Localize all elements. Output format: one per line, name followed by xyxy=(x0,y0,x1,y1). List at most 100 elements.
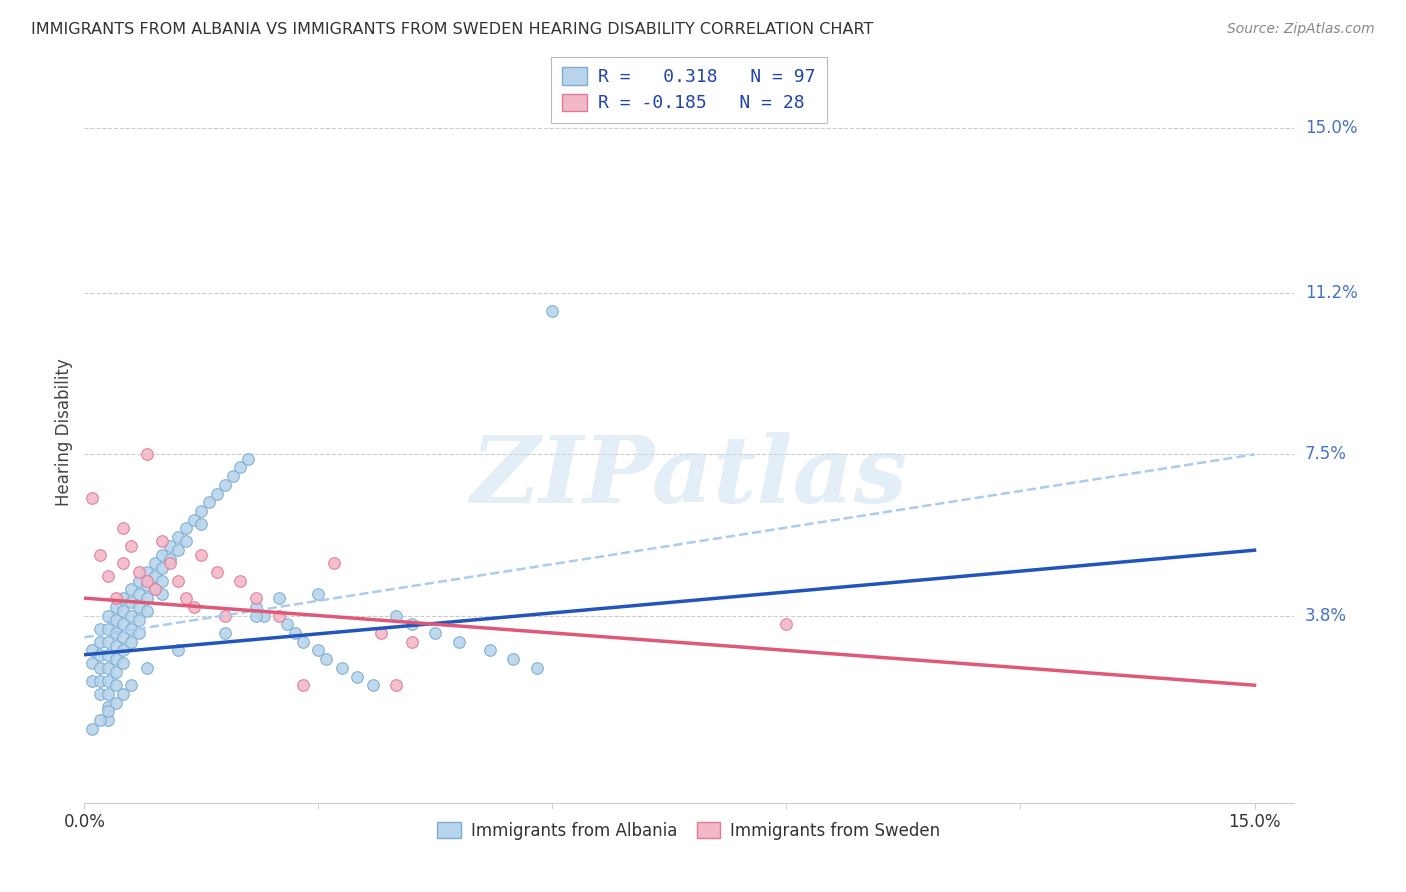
Point xyxy=(89,661,111,675)
Point xyxy=(174,521,197,535)
Point xyxy=(361,678,384,692)
Point xyxy=(135,661,157,675)
Point xyxy=(89,548,111,562)
Text: ZIPatlas: ZIPatlas xyxy=(471,432,907,522)
Point xyxy=(89,622,111,636)
Point xyxy=(82,491,104,505)
Point xyxy=(112,657,135,671)
Point xyxy=(174,534,197,549)
Point xyxy=(120,582,142,597)
Point xyxy=(214,478,236,492)
Point xyxy=(159,552,181,566)
Point xyxy=(143,582,166,597)
Point xyxy=(190,548,212,562)
Point xyxy=(89,713,111,727)
Point xyxy=(183,599,205,614)
Text: IMMIGRANTS FROM ALBANIA VS IMMIGRANTS FROM SWEDEN HEARING DISABILITY CORRELATION: IMMIGRANTS FROM ALBANIA VS IMMIGRANTS FR… xyxy=(31,22,873,37)
Point xyxy=(120,539,142,553)
Point xyxy=(269,608,291,623)
Point xyxy=(112,643,135,657)
Point xyxy=(97,700,120,714)
Y-axis label: Hearing Disability: Hearing Disability xyxy=(55,359,73,507)
Point xyxy=(150,560,173,574)
Point xyxy=(150,574,173,588)
Point xyxy=(120,678,142,692)
Point xyxy=(104,665,127,680)
Point xyxy=(112,521,135,535)
Point xyxy=(89,687,111,701)
Point xyxy=(112,687,135,701)
Point xyxy=(370,626,392,640)
Point xyxy=(97,687,120,701)
Point xyxy=(214,608,236,623)
Point xyxy=(104,626,127,640)
Point xyxy=(541,303,564,318)
Point xyxy=(143,556,166,570)
Point xyxy=(150,534,173,549)
Point xyxy=(89,634,111,648)
Point xyxy=(104,639,127,653)
Point xyxy=(307,643,329,657)
Point xyxy=(167,643,190,657)
Point xyxy=(97,608,120,623)
Point xyxy=(245,608,267,623)
Point xyxy=(112,617,135,632)
Point xyxy=(135,604,157,618)
Point xyxy=(104,599,127,614)
Point xyxy=(502,652,524,666)
Point xyxy=(112,591,135,606)
Point xyxy=(120,634,142,648)
Point xyxy=(425,626,447,640)
Point xyxy=(104,652,127,666)
Point xyxy=(135,565,157,579)
Point xyxy=(385,608,408,623)
Point xyxy=(128,574,150,588)
Point xyxy=(323,556,346,570)
Point xyxy=(775,617,797,632)
Point xyxy=(82,657,104,671)
Point xyxy=(330,661,353,675)
Text: 15.0%: 15.0% xyxy=(1305,119,1357,136)
Point xyxy=(135,574,157,588)
Point xyxy=(135,447,157,461)
Point xyxy=(183,513,205,527)
Point xyxy=(214,626,236,640)
Point xyxy=(97,569,120,583)
Text: 7.5%: 7.5% xyxy=(1305,445,1347,464)
Point xyxy=(104,591,127,606)
Point xyxy=(238,451,260,466)
Point xyxy=(385,678,408,692)
Point xyxy=(315,652,337,666)
Point xyxy=(104,696,127,710)
Point xyxy=(229,460,252,475)
Point xyxy=(128,565,150,579)
Point xyxy=(205,565,228,579)
Point xyxy=(112,630,135,644)
Point xyxy=(128,613,150,627)
Point xyxy=(128,587,150,601)
Point xyxy=(447,634,470,648)
Point xyxy=(401,634,423,648)
Point xyxy=(82,673,104,688)
Legend: Immigrants from Albania, Immigrants from Sweden: Immigrants from Albania, Immigrants from… xyxy=(430,815,948,847)
Point xyxy=(174,591,197,606)
Point xyxy=(143,582,166,597)
Point xyxy=(205,486,228,500)
Point xyxy=(190,517,212,532)
Point xyxy=(307,587,329,601)
Point xyxy=(198,495,221,509)
Point xyxy=(112,556,135,570)
Point xyxy=(97,661,120,675)
Point xyxy=(401,617,423,632)
Point xyxy=(97,648,120,662)
Point xyxy=(221,469,243,483)
Point xyxy=(97,704,120,718)
Point xyxy=(284,626,307,640)
Text: 3.8%: 3.8% xyxy=(1305,607,1347,624)
Point xyxy=(97,622,120,636)
Point xyxy=(89,673,111,688)
Point xyxy=(190,504,212,518)
Point xyxy=(128,626,150,640)
Point xyxy=(276,617,298,632)
Point xyxy=(128,599,150,614)
